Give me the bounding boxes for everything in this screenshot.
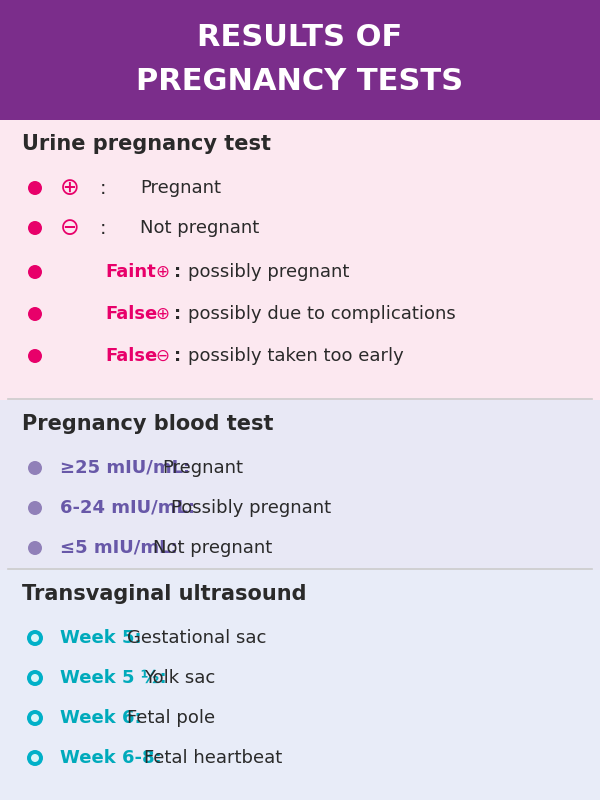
Text: :: : xyxy=(173,347,181,365)
Text: PREGNANCY TESTS: PREGNANCY TESTS xyxy=(136,67,464,97)
FancyBboxPatch shape xyxy=(0,400,600,570)
Circle shape xyxy=(28,307,42,321)
Text: Faint: Faint xyxy=(105,263,156,281)
Text: Transvaginal ultrasound: Transvaginal ultrasound xyxy=(22,584,307,604)
Circle shape xyxy=(28,265,42,279)
Text: ≤5 mIU/mL:: ≤5 mIU/mL: xyxy=(60,539,178,557)
Circle shape xyxy=(28,221,42,235)
Text: :: : xyxy=(173,305,181,323)
Text: Gestational sac: Gestational sac xyxy=(127,629,266,647)
Circle shape xyxy=(27,630,43,646)
Text: Fetal pole: Fetal pole xyxy=(127,709,215,727)
Circle shape xyxy=(27,750,43,766)
Text: Fetal heartbeat: Fetal heartbeat xyxy=(144,749,283,767)
Circle shape xyxy=(31,714,39,722)
Text: ⊖: ⊖ xyxy=(60,216,80,240)
Text: possibly taken too early: possibly taken too early xyxy=(187,347,403,365)
Circle shape xyxy=(31,674,39,682)
Text: possibly pregnant: possibly pregnant xyxy=(187,263,349,281)
Circle shape xyxy=(28,501,42,515)
Text: Urine pregnancy test: Urine pregnancy test xyxy=(22,134,271,154)
Circle shape xyxy=(28,181,42,195)
Text: Week 6-8:: Week 6-8: xyxy=(60,749,162,767)
Text: Possibly pregnant: Possibly pregnant xyxy=(170,499,331,517)
Text: False: False xyxy=(105,347,157,365)
Circle shape xyxy=(31,754,39,762)
Text: :: : xyxy=(100,178,106,198)
Text: ⊕: ⊕ xyxy=(155,305,169,323)
Circle shape xyxy=(27,710,43,726)
Text: Week 5 ½:: Week 5 ½: xyxy=(60,669,167,687)
Text: Pregnancy blood test: Pregnancy blood test xyxy=(22,414,274,434)
Text: Pregnant: Pregnant xyxy=(140,179,221,197)
Text: Not pregnant: Not pregnant xyxy=(140,219,259,237)
Circle shape xyxy=(27,670,43,686)
Text: Week 6:: Week 6: xyxy=(60,709,142,727)
Circle shape xyxy=(28,541,42,555)
Text: 6-24 mIU/mL:: 6-24 mIU/mL: xyxy=(60,499,195,517)
Text: :: : xyxy=(100,218,106,238)
Text: False: False xyxy=(105,305,157,323)
Text: Yolk sac: Yolk sac xyxy=(144,669,215,687)
Text: Pregnant: Pregnant xyxy=(162,459,243,477)
Text: possibly due to complications: possibly due to complications xyxy=(187,305,455,323)
FancyBboxPatch shape xyxy=(0,570,600,800)
Text: ≥25 mIU/mL:: ≥25 mIU/mL: xyxy=(60,459,190,477)
Text: Week 5:: Week 5: xyxy=(60,629,142,647)
Text: ⊕: ⊕ xyxy=(60,176,80,200)
Circle shape xyxy=(28,461,42,475)
Text: ⊖: ⊖ xyxy=(155,347,169,365)
Text: ⊕: ⊕ xyxy=(155,263,169,281)
FancyBboxPatch shape xyxy=(0,120,600,400)
Circle shape xyxy=(31,634,39,642)
Text: RESULTS OF: RESULTS OF xyxy=(197,23,403,53)
Text: :: : xyxy=(173,263,181,281)
Text: Not pregnant: Not pregnant xyxy=(153,539,272,557)
Circle shape xyxy=(28,349,42,363)
FancyBboxPatch shape xyxy=(0,0,600,120)
